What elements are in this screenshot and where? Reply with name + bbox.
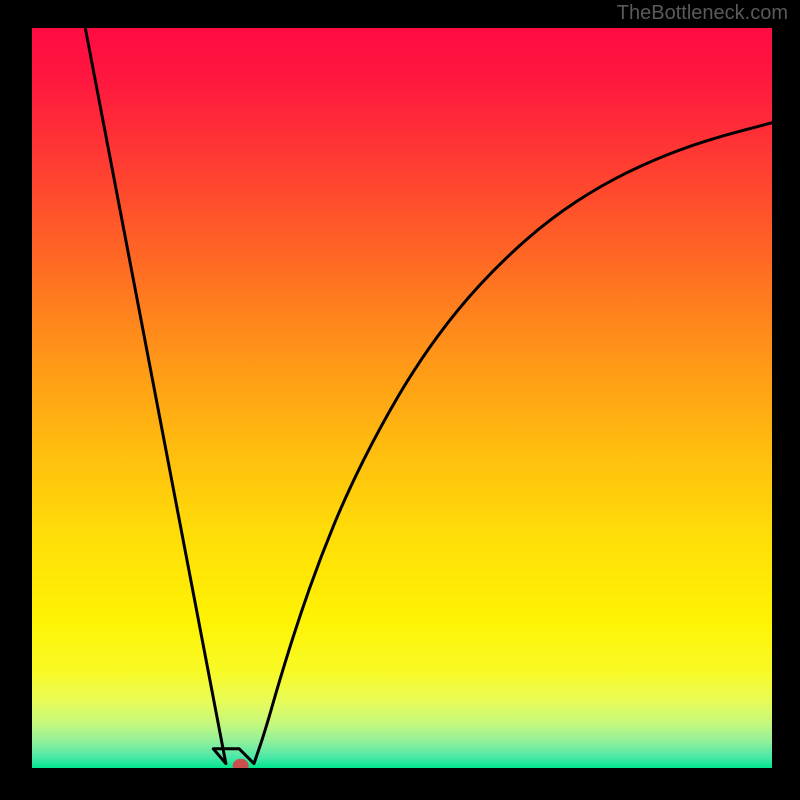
- plot-area: [32, 28, 772, 768]
- bottleneck-curve: [85, 28, 772, 764]
- optimal-point-marker: [233, 759, 249, 768]
- curve-overlay: [32, 28, 772, 768]
- chart-container: TheBottleneck.com: [0, 0, 800, 800]
- watermark-text: TheBottleneck.com: [617, 2, 788, 25]
